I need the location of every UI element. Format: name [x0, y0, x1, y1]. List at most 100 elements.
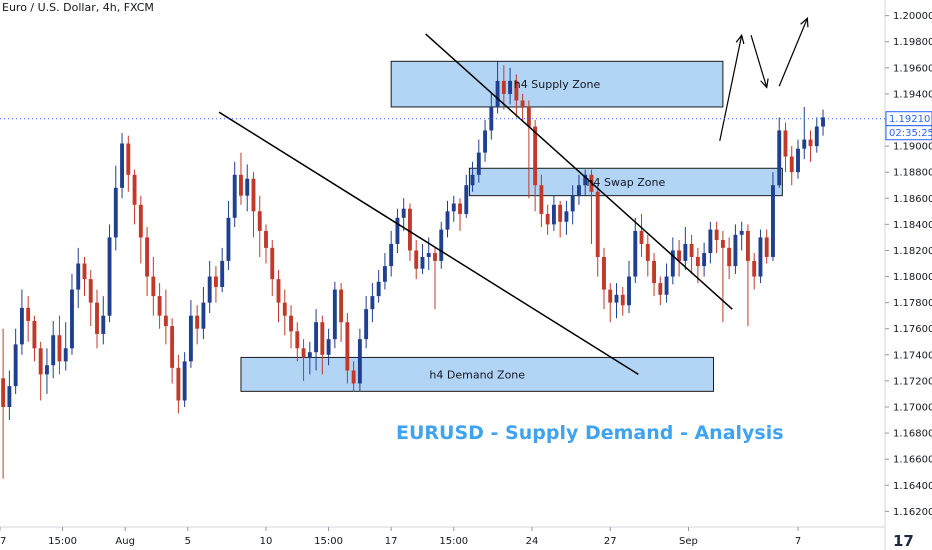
- arrow-head-icon: [760, 78, 769, 89]
- candle-body: [120, 143, 124, 188]
- candle-body: [695, 256, 700, 267]
- candle-body: [551, 204, 556, 225]
- candle-body: [508, 80, 513, 94]
- y-tick-label: 1.16800: [893, 429, 932, 440]
- candle-body: [439, 229, 444, 261]
- candle-body: [821, 117, 825, 127]
- arrow-head-icon: [800, 16, 809, 28]
- zone-rect-2[interactable]: [240, 356, 715, 392]
- candle-body: [389, 243, 394, 267]
- x-tick-label: 5: [185, 536, 191, 547]
- y-tick-label: 1.17800: [893, 298, 932, 309]
- countdown-text: 02:35:25: [889, 128, 932, 139]
- candle-body: [714, 229, 719, 241]
- countdown-tag: [885, 125, 932, 141]
- candle-body: [752, 260, 757, 277]
- x-tick-label: Sep: [679, 536, 698, 547]
- candle-body: [307, 352, 312, 358]
- x-tick-label: 27: [0, 536, 6, 547]
- candle-body: [351, 370, 356, 384]
- candle-body: [514, 80, 519, 101]
- y-tick-label: 1.16600: [893, 455, 932, 466]
- candle-body: [276, 279, 281, 303]
- candle-body: [314, 322, 319, 353]
- candle-body: [195, 315, 200, 329]
- candle-body: [808, 139, 813, 147]
- y-tick-label: 1.19600: [893, 63, 932, 74]
- current-price-layer: 1.19210 02:35:25: [0, 111, 932, 141]
- candle-body: [539, 185, 544, 214]
- candle-body: [145, 237, 150, 277]
- candle-body: [295, 331, 300, 349]
- candle-body: [382, 266, 387, 282]
- candle-body: [264, 230, 268, 248]
- candle-body: [151, 276, 156, 297]
- candle-body: [558, 204, 563, 222]
- trendline-1[interactable]: [425, 33, 733, 310]
- candle-body: [138, 204, 143, 238]
- candle-body: [739, 230, 744, 235]
- candle-body: [326, 339, 331, 355]
- candle-body: [627, 276, 631, 306]
- candle-body: [489, 106, 494, 131]
- y-tick-label: 1.16400: [893, 481, 932, 492]
- candle-body: [395, 217, 400, 244]
- candle-body: [426, 253, 431, 257]
- candle-body: [32, 320, 37, 349]
- x-tick-label: 15:00: [48, 536, 77, 547]
- candle-body: [602, 256, 606, 290]
- candle-body: [495, 80, 500, 107]
- candle-body: [63, 348, 68, 362]
- candle-body: [464, 185, 469, 214]
- candle-body: [577, 185, 581, 196]
- x-axis-ticks[interactable]: 27 15:00 Aug 5 10 15:00 17 15:00 24 27 Sep 7: [0, 527, 801, 547]
- candle-body: [282, 302, 287, 316]
- candle-body: [451, 203, 456, 212]
- candle-body: [70, 289, 74, 349]
- candle-body: [652, 260, 656, 284]
- candle-body: [664, 276, 669, 295]
- candle-body: [182, 361, 187, 401]
- candle-body: [301, 348, 306, 358]
- projection-arrow-0[interactable]: [719, 35, 743, 142]
- candle-body: [226, 217, 231, 261]
- candle-body: [113, 187, 118, 238]
- projection-arrow-1[interactable]: [750, 35, 768, 88]
- candle-body: [727, 247, 732, 267]
- x-tick-label: 24: [526, 536, 539, 547]
- y-tick-label: 1.20000: [893, 11, 932, 22]
- candle-body: [783, 130, 788, 157]
- candle-body: [82, 263, 87, 280]
- trendline-0[interactable]: [218, 111, 639, 376]
- candle-body: [207, 276, 212, 303]
- candle-body: [19, 307, 24, 345]
- candle-body: [339, 289, 344, 323]
- zone-label-1: h4 Swap Zone: [587, 176, 666, 189]
- x-tick-label: 15:00: [314, 536, 343, 547]
- x-tick-label: 17: [385, 536, 398, 547]
- tradingview-logo-icon: 17: [893, 532, 914, 550]
- y-tick-label: 1.19000: [893, 142, 932, 153]
- analysis-caption: EURUSD - Supply Demand - Analysis: [396, 422, 784, 444]
- y-tick-label: 1.18600: [893, 194, 932, 205]
- y-tick-label: 1.18400: [893, 220, 932, 231]
- candle-body: [414, 250, 419, 269]
- candle-body: [408, 208, 412, 251]
- candle-body: [620, 294, 625, 306]
- candle-body: [777, 130, 782, 186]
- candle-body: [608, 289, 613, 303]
- projection-arrow-2[interactable]: [778, 18, 808, 87]
- y-tick-label: 1.17600: [893, 324, 932, 335]
- candle-body: [357, 339, 362, 384]
- candle-body: [733, 234, 738, 267]
- candle-body: [564, 211, 569, 222]
- y-tick-label: 1.18200: [893, 246, 932, 257]
- tradingview-logo: 17: [893, 532, 914, 550]
- zone-rect-0[interactable]: [390, 60, 724, 108]
- candle-body: [88, 279, 93, 303]
- candle-body: [720, 240, 725, 248]
- zone-rect-1[interactable]: [468, 167, 783, 197]
- candle-body: [501, 80, 506, 94]
- candle-body: [245, 178, 250, 196]
